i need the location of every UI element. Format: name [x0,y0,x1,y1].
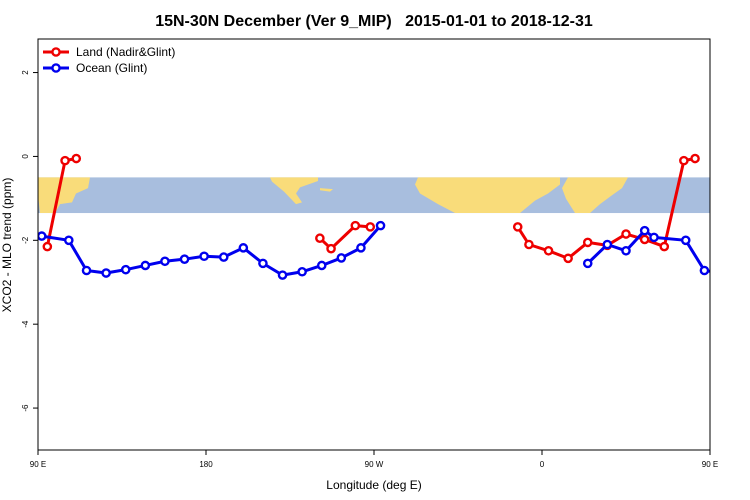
ocean-data-point [258,258,268,269]
map-land-4 [415,177,560,214]
x-tick-label: 0 [540,460,545,469]
y-tick-label: 0 [21,154,30,159]
ocean-data-point [160,256,170,267]
ocean-data-point [140,260,151,271]
ocean-data-point [120,264,131,275]
ocean-data-point [582,258,593,269]
land-data-point [60,155,70,166]
legend: Land (Nadir&Glint) Ocean (Glint) [43,45,175,75]
ocean-data-point [297,266,307,277]
y-tick-label: -4 [21,320,30,328]
land-data-point [582,237,593,248]
y-tick-label: -2 [21,236,30,244]
ocean-data-point [81,265,92,276]
map-land-1 [38,177,90,214]
land-series-line-2 [318,224,371,251]
ocean-data-point [602,239,613,250]
land-data-point [690,153,700,164]
x-tick-label: 90 E [30,460,46,469]
ocean-data-point [218,252,229,262]
land-data-point [512,222,523,232]
land-data-point [679,155,689,166]
land-data-point [42,241,53,252]
x-tick-label: 180 [199,460,213,469]
land-data-point [524,239,534,250]
series-layer [38,153,747,280]
ocean-data-point [740,266,747,273]
ocean-data-point [101,268,111,278]
land-data-point [315,233,325,244]
ocean-data-point [375,220,386,231]
legend-ocean-marker [51,63,61,73]
map-land-3 [320,188,333,192]
y-axis-label: XCO2 - MLO trend (ppm) [0,178,14,313]
x-tick-label: 90 E [702,460,718,469]
legend-land-marker [51,47,61,57]
land-data-point [365,222,376,232]
ocean-data-point [649,232,659,243]
ocean-data-point [179,254,190,264]
y-axis: 2 0 -2 -4 -6 [21,70,38,412]
ocean-data-point [356,243,366,253]
legend-land-label: Land (Nadir&Glint) [76,45,175,59]
land-data-point [326,243,336,254]
legend-ocean-label: Ocean (Glint) [76,61,147,75]
ocean-data-point [699,265,710,276]
ocean-data-point [621,245,631,256]
land-data-point [71,153,82,164]
ocean-data-point [720,269,727,276]
ocean-data-point [680,235,691,246]
map-land-5 [562,177,628,214]
ocean-data-point [316,260,327,271]
ocean-data-point [238,243,249,253]
land-data-point [543,245,554,256]
land-data-point [350,220,361,231]
y-tick-label: -6 [21,404,30,412]
world-map-band [38,177,710,214]
land-data-point [563,253,573,264]
ocean-data-point [38,231,47,241]
chart-title: 15N-30N December (Ver 9_MIP) 2015-01-01 … [155,13,593,30]
x-axis-label: Longitude (deg E) [326,478,421,492]
ocean-data-point [336,253,347,263]
ocean-series-line-2 [586,229,710,273]
x-tick-label: 90 W [365,460,384,469]
map-land-2 [270,177,318,205]
ocean-data-point [199,251,209,262]
ocean-data-point [639,225,650,236]
land-data-point [659,241,670,252]
ocean-data-point [277,270,288,280]
land-data-point [621,229,631,239]
land-data-point [639,234,650,245]
ocean-data-point [64,235,74,246]
y-tick-label: 2 [21,70,30,75]
